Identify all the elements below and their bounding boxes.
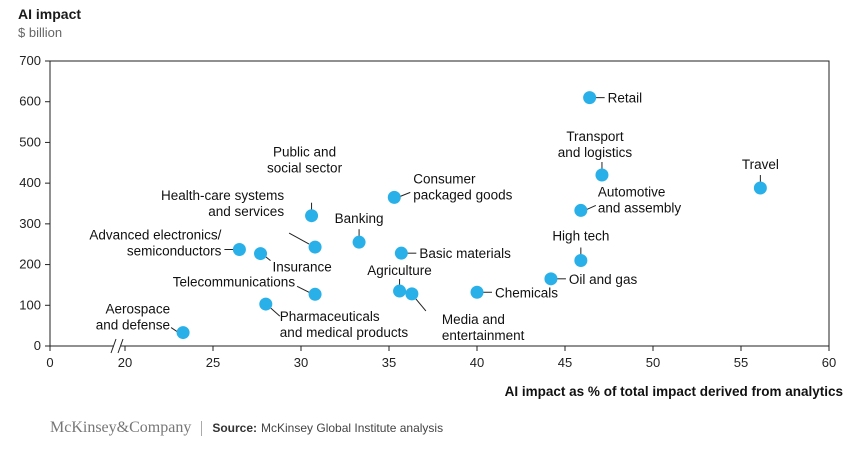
y-tick-label: 400	[19, 175, 41, 190]
data-point-label: Public and social sector	[267, 145, 343, 176]
footer-divider	[201, 420, 203, 436]
y-tick-label: 600	[19, 94, 41, 109]
data-point	[176, 326, 190, 340]
data-point-label: Insurance	[273, 260, 332, 275]
data-point	[254, 247, 268, 261]
x-tick-label: 55	[734, 355, 748, 370]
data-point	[405, 287, 419, 301]
leader-line	[400, 191, 411, 197]
axis-break-gap	[114, 340, 121, 352]
y-tick-label: 300	[19, 216, 41, 231]
leader-line	[415, 298, 427, 312]
source-label: Source:	[212, 421, 258, 435]
scatter-chart: 0 100 200 300 400 500 600 700 0 20 25 30 35 40 45 50 55 6…	[19, 53, 843, 399]
data-point	[308, 287, 322, 301]
data-point-label: Advanced electronics/semiconductors	[89, 228, 221, 259]
x-tick-label: 50	[646, 355, 660, 370]
data-point-label: Aerospace and defense	[96, 302, 170, 333]
chart-subtitle: $ billion	[18, 25, 63, 40]
data-point-label: Telecommunications	[173, 274, 296, 289]
data-point	[259, 297, 273, 311]
data-point-label: Media and entertainment	[442, 312, 525, 343]
data-point	[394, 246, 408, 260]
data-point	[352, 235, 366, 249]
data-point	[753, 181, 767, 195]
data-point-label: Basic materials	[419, 246, 511, 261]
leader-line	[288, 232, 310, 245]
x-tick-label: 25	[206, 355, 220, 370]
x-tick-label: 40	[470, 355, 484, 370]
data-point-label: Automotive and assembly	[598, 184, 682, 215]
data-point	[544, 272, 558, 286]
x-tick-label: 0	[46, 355, 53, 370]
brand-logo: McKinsey&Company	[50, 419, 192, 436]
data-point-label: Retail	[608, 91, 643, 106]
x-tick-label: 20	[118, 355, 132, 370]
data-point	[595, 168, 609, 182]
data-point	[232, 243, 246, 257]
data-point-label: Consumer packaged goods	[413, 171, 512, 202]
axis-break-mark	[117, 338, 124, 354]
y-tick-label: 500	[19, 134, 41, 149]
y-tick-label: 0	[34, 338, 41, 353]
footer: McKinsey&Company Source: McKinsey Global…	[50, 419, 443, 437]
axis-break-mark	[110, 338, 117, 354]
data-point-label: Travel	[742, 157, 779, 172]
data-point-label: Chemicals	[495, 285, 558, 300]
leader-line	[586, 204, 597, 210]
plot-frame	[49, 60, 830, 347]
x-tick-label: 60	[822, 355, 836, 370]
data-point-label: Agriculture	[367, 263, 432, 278]
data-point	[574, 203, 588, 217]
data-point	[470, 285, 484, 299]
leader-line	[270, 307, 281, 317]
x-tick-label: 30	[294, 355, 308, 370]
data-point	[387, 190, 401, 204]
source-text: McKinsey Global Institute analysis	[261, 421, 444, 435]
data-point	[305, 209, 319, 223]
leader-line	[265, 256, 271, 261]
data-point-label: Oil and gas	[569, 272, 638, 287]
leader-line	[296, 285, 310, 293]
x-tick-label: 35	[382, 355, 396, 370]
data-point	[393, 284, 407, 298]
y-tick-label: 200	[19, 257, 41, 272]
data-point	[583, 91, 597, 105]
x-axis-title: AI impact as % of total impact derived f…	[505, 384, 843, 399]
data-point-label: Pharmaceuticals and medical products	[280, 309, 409, 340]
data-point-label: Transport and logistics	[558, 129, 633, 160]
y-tick-label: 700	[19, 53, 41, 68]
data-point	[574, 254, 588, 267]
chart-title: AI impact	[18, 6, 82, 22]
x-tick-label: 45	[558, 355, 572, 370]
y-tick-label: 100	[19, 297, 41, 312]
data-point-label: High tech	[552, 229, 609, 244]
leader-line	[170, 327, 178, 332]
data-point	[308, 240, 322, 254]
data-point-label: Banking	[335, 211, 384, 226]
data-point-label: Health-care systems and services	[161, 188, 284, 219]
